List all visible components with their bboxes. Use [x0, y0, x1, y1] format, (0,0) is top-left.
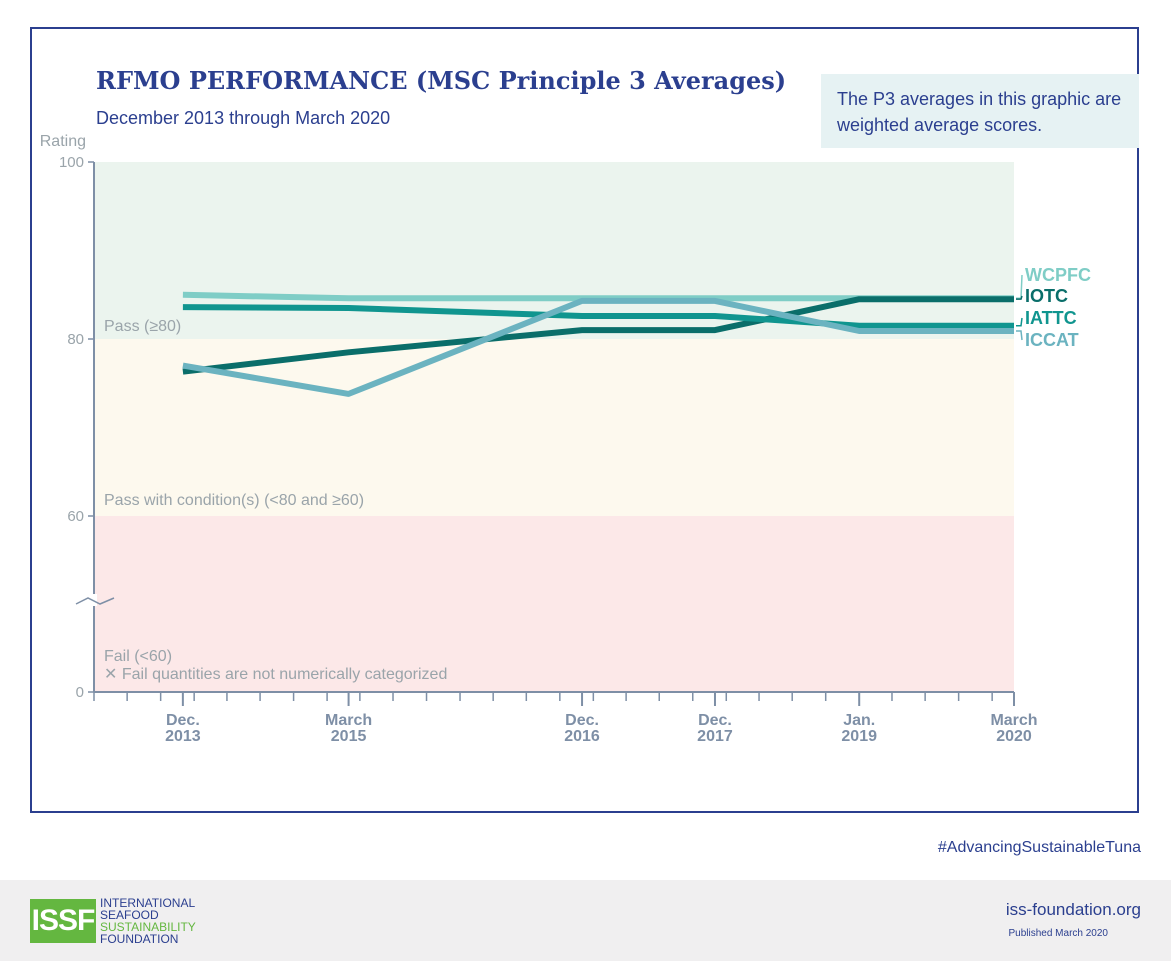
series-leader — [1016, 330, 1023, 341]
x-tick-label: March — [325, 712, 372, 729]
series-leader — [1016, 317, 1023, 327]
chart-title: RFMO PERFORMANCE (MSC Principle 3 Averag… — [96, 66, 787, 95]
fail-note: ✕ Fail quantities are not numerically ca… — [104, 666, 447, 683]
logo-line: INTERNATIONAL — [100, 896, 196, 910]
series-leader — [1016, 274, 1023, 300]
chart-frame — [30, 27, 1139, 813]
x-tick-label: 2015 — [331, 728, 367, 745]
footer: ISSF INTERNATIONAL SEAFOOD SUSTAINABILIT… — [0, 880, 1171, 961]
chart-subtitle: December 2013 through March 2020 — [96, 108, 391, 128]
axis-break-mark — [75, 597, 115, 605]
band-label: Fail (<60) — [104, 648, 172, 665]
series-line — [182, 297, 1014, 397]
series-label: WCPFC — [1025, 265, 1091, 285]
x-tick-label: 2016 — [564, 728, 600, 745]
hashtag: #AdvancingSustainableTuna — [937, 839, 1141, 856]
x-tick-label: 2013 — [165, 728, 201, 745]
y-tick-label: 80 — [67, 331, 84, 348]
logo-wordmark: INTERNATIONAL SEAFOOD SUSTAINABILITY FOU… — [100, 897, 196, 945]
series-label: IOTC — [1025, 286, 1068, 306]
series-line — [182, 296, 1014, 375]
axis-break-gap — [91, 594, 97, 606]
logo-line: FOUNDATION — [100, 932, 179, 946]
y-axis-title: Rating — [40, 133, 86, 150]
x-tick-label: 2020 — [996, 728, 1032, 745]
band-label: Pass with condition(s) (<80 and ≥60) — [104, 492, 364, 509]
y-tick-label: 60 — [67, 508, 84, 525]
x-tick-label: Dec. — [166, 712, 200, 729]
y-tick-label: 100 — [59, 154, 84, 171]
issf-logo: ISSF — [30, 899, 96, 943]
note-box: The P3 averages in this graphic are weig… — [821, 74, 1139, 148]
series-leader — [1016, 295, 1023, 300]
published-date: Published March 2020 — [1008, 928, 1108, 939]
band — [94, 339, 1014, 516]
line-chart: Pass (≥80) Pass with condition(s) (<80 an… — [40, 133, 1091, 745]
x-tick-label: 2017 — [697, 728, 733, 745]
series-line — [182, 304, 1014, 329]
website-link[interactable]: iss-foundation.org — [1005, 900, 1141, 919]
x-tick-label: Jan. — [843, 712, 875, 729]
x-tick-label: Dec. — [698, 712, 732, 729]
y-tick-label: 0 — [76, 684, 84, 701]
series-label: ICCAT — [1025, 330, 1079, 350]
x-tick-label: March — [990, 712, 1037, 729]
series-label: IATTC — [1025, 308, 1077, 328]
x-tick-label: 2019 — [841, 728, 877, 745]
logo-line: SEAFOOD — [100, 908, 159, 922]
x-tick-label: Dec. — [565, 712, 599, 729]
band — [94, 516, 1014, 692]
logo-line: SUSTAINABILITY — [100, 920, 196, 934]
band-label: Pass (≥80) — [104, 318, 181, 335]
